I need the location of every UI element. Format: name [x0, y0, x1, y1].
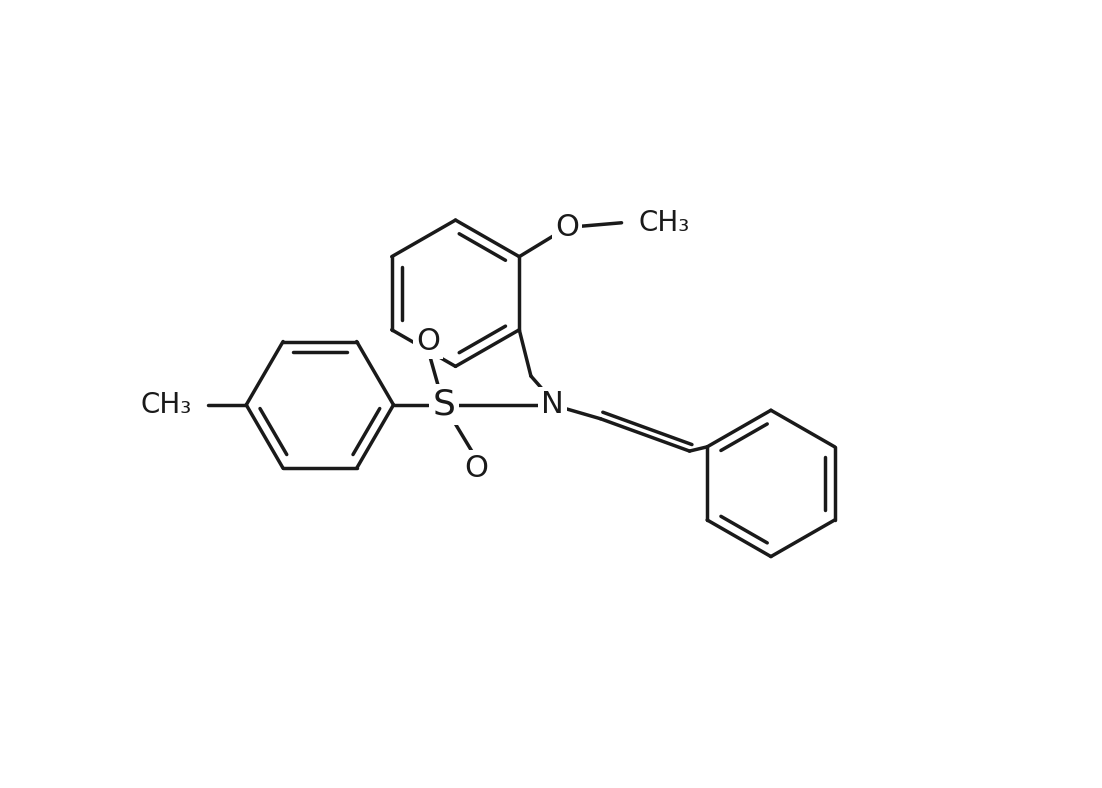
Text: O: O: [417, 327, 441, 356]
Text: CH₃: CH₃: [638, 209, 690, 236]
Text: S: S: [432, 388, 455, 422]
Text: CH₃: CH₃: [141, 391, 192, 419]
Text: O: O: [555, 213, 580, 242]
Text: O: O: [464, 454, 488, 482]
Text: N: N: [541, 390, 564, 419]
